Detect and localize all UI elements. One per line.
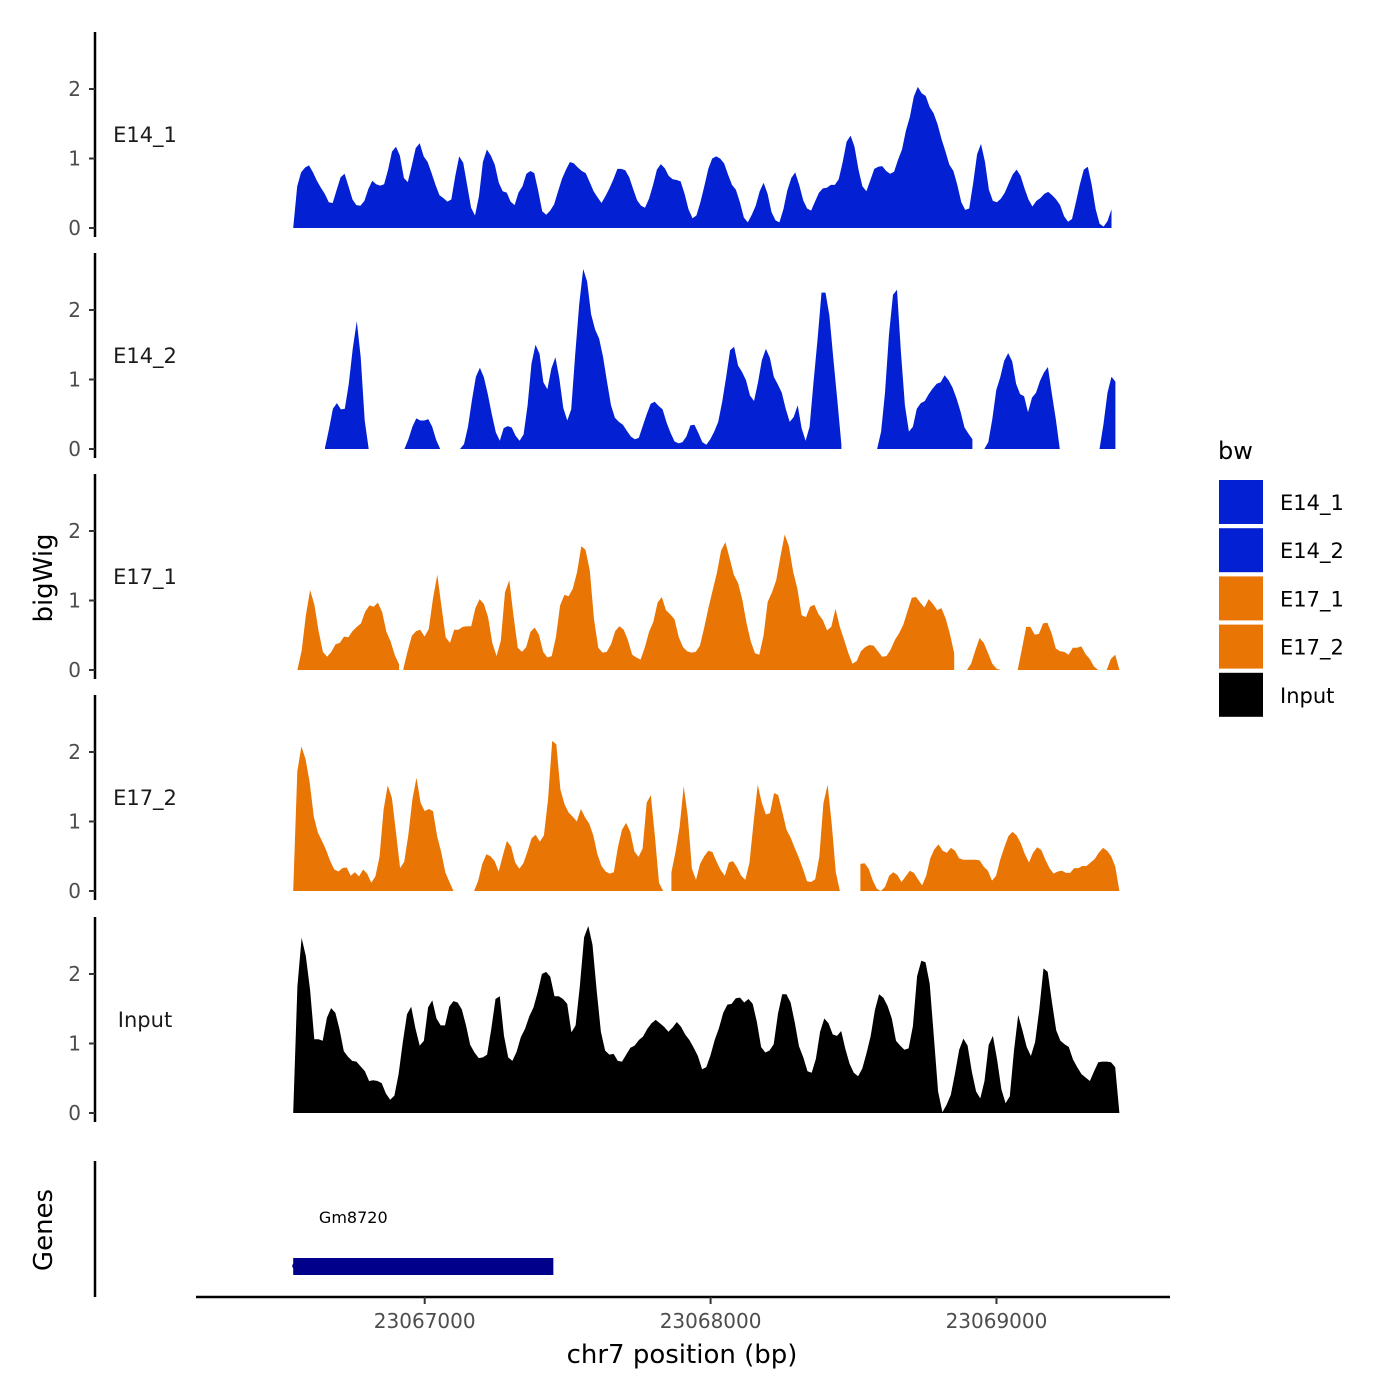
y-tick-label: 2 bbox=[68, 298, 81, 322]
coverage-area bbox=[671, 784, 849, 891]
bigwig-tracks: 0 1 2 E14_1 0 1 2 E14_2 0 1 2 E17_1 0 1 2 E17_2 0 1 2 Input bbox=[68, 32, 1120, 1125]
y-tick-label: 1 bbox=[68, 1032, 81, 1056]
y-tick-label: 1 bbox=[68, 810, 81, 834]
track-e14-2: 0 1 2 E14_2 bbox=[68, 253, 1116, 461]
coverage-area bbox=[293, 86, 1112, 229]
x-tick-label: 23068000 bbox=[660, 1309, 762, 1333]
y-tick-label: 0 bbox=[68, 658, 81, 682]
track-e17-2: 0 1 2 E17_2 bbox=[68, 695, 1120, 903]
y-tick-label: 1 bbox=[68, 147, 81, 171]
legend-label: E17_1 bbox=[1280, 587, 1344, 612]
track-label: E17_1 bbox=[113, 565, 177, 590]
y-tick-label: 2 bbox=[68, 519, 81, 543]
track-label: E14_1 bbox=[113, 123, 177, 148]
coverage-area bbox=[325, 321, 369, 449]
track-input: 0 1 2 Input bbox=[68, 917, 1120, 1125]
y-tick-label: 2 bbox=[68, 740, 81, 764]
track-e17-1: 0 1 2 E17_1 bbox=[68, 474, 1120, 682]
legend-swatch bbox=[1219, 624, 1263, 669]
x-axis: 23067000 23068000 23069000 bbox=[196, 1295, 1170, 1333]
legend-label: E14_1 bbox=[1280, 491, 1344, 516]
coverage-area bbox=[1091, 376, 1116, 449]
x-axis-title: chr7 position (bp) bbox=[567, 1340, 798, 1370]
coverage-area bbox=[293, 926, 1120, 1113]
genes-axis-title: Genes bbox=[29, 1189, 59, 1271]
coverage-area bbox=[860, 831, 1120, 891]
y-tick-label: 0 bbox=[68, 437, 81, 461]
coverage-area bbox=[403, 534, 955, 670]
y-tick-label: 0 bbox=[68, 879, 81, 903]
legend-label: Input bbox=[1280, 684, 1334, 708]
track-label: E14_2 bbox=[113, 344, 177, 369]
coverage-area bbox=[404, 418, 441, 449]
track-e14-1: 0 1 2 E14_1 bbox=[68, 32, 1112, 240]
legend-items: E14_1 E14_2 E17_1 E17_2 Input bbox=[1219, 480, 1344, 717]
genes-track: Gm8720 bbox=[93, 1161, 554, 1297]
x-tick-label: 23067000 bbox=[374, 1309, 476, 1333]
legend-swatch bbox=[1219, 528, 1263, 573]
coverage-area bbox=[474, 740, 664, 891]
x-tick-label: 23069000 bbox=[946, 1309, 1048, 1333]
coverage-area bbox=[293, 746, 454, 891]
y-axis-title: bigWig bbox=[29, 533, 59, 622]
coverage-area bbox=[984, 353, 1080, 449]
gene-tss-marker bbox=[292, 1263, 299, 1269]
y-tick-label: 0 bbox=[68, 216, 81, 240]
y-tick-label: 2 bbox=[68, 77, 81, 101]
legend: bw E14_1 E14_2 E17_1 E17_2 Input bbox=[1218, 437, 1344, 717]
track-label: E17_2 bbox=[113, 786, 177, 811]
coverage-area bbox=[293, 590, 400, 670]
track-label: Input bbox=[118, 1008, 172, 1032]
y-tick-label: 0 bbox=[68, 1101, 81, 1125]
legend-swatch bbox=[1219, 576, 1263, 621]
coverage-area bbox=[966, 638, 1001, 670]
legend-swatch bbox=[1219, 672, 1263, 717]
y-tick-label: 1 bbox=[68, 368, 81, 392]
gene-label: Gm8720 bbox=[319, 1208, 388, 1227]
coverage-area bbox=[1009, 622, 1120, 670]
legend-swatch bbox=[1219, 480, 1263, 524]
coverage-area bbox=[460, 269, 842, 449]
y-tick-label: 1 bbox=[68, 589, 81, 613]
coverage-area bbox=[869, 289, 973, 449]
legend-label: E17_2 bbox=[1280, 636, 1344, 661]
legend-title: bw bbox=[1218, 437, 1253, 465]
legend-label: E14_2 bbox=[1280, 539, 1344, 564]
y-tick-label: 2 bbox=[68, 962, 81, 986]
gene-body bbox=[293, 1258, 554, 1275]
